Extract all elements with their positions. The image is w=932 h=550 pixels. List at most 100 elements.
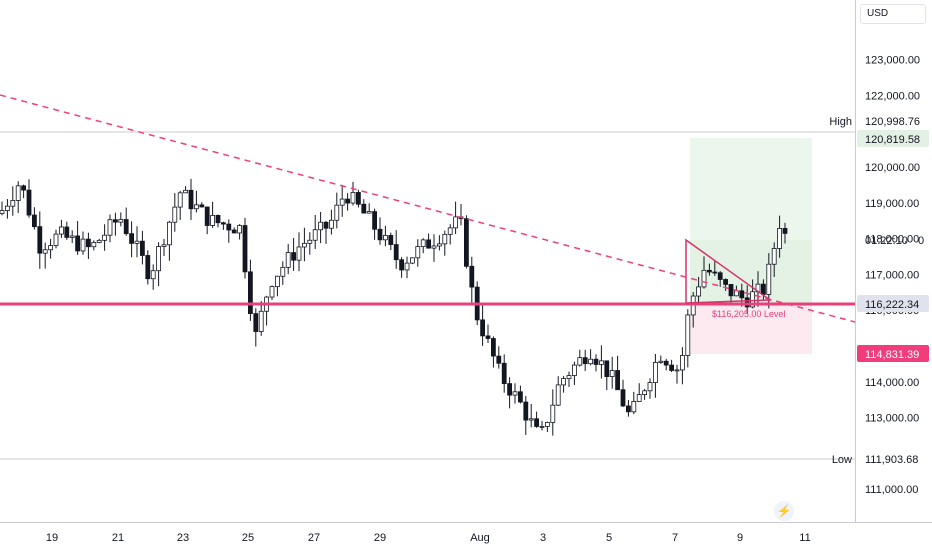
candle-body xyxy=(566,375,572,380)
candle-body xyxy=(161,244,167,247)
candle-body xyxy=(0,210,5,214)
x-tick-label: 11 xyxy=(799,532,810,544)
candle-body xyxy=(680,355,685,371)
x-tick-label: 23 xyxy=(177,532,189,544)
candle-body xyxy=(339,198,345,206)
candle-body xyxy=(615,370,620,391)
candle-body xyxy=(539,426,545,428)
candle-body xyxy=(355,192,361,205)
candle-body xyxy=(86,238,91,248)
candle-body xyxy=(193,204,199,210)
candle-body xyxy=(37,226,43,254)
last-price: 116,222.34 xyxy=(865,299,919,311)
candle-body xyxy=(210,215,216,226)
candle-body xyxy=(253,313,259,332)
candle-body xyxy=(328,219,334,229)
candle-body xyxy=(512,391,518,396)
candle-body xyxy=(453,216,459,229)
candle-body xyxy=(258,310,264,332)
candle-body xyxy=(231,229,237,234)
price-axis[interactable] xyxy=(856,0,932,522)
candle-body xyxy=(404,262,410,271)
candle-body xyxy=(53,233,59,247)
candle-body xyxy=(447,227,453,235)
candle-body xyxy=(609,370,615,377)
candle-body xyxy=(48,245,53,251)
x-ticks: 19 21 23 25 27 29 Aug 3 5 7 9 11 xyxy=(46,532,811,544)
candle-body xyxy=(366,211,372,214)
trendline[interactable] xyxy=(0,94,856,323)
candle-body xyxy=(436,243,442,247)
candle-body xyxy=(323,221,329,229)
candle-body xyxy=(653,362,658,383)
candle-body xyxy=(334,204,340,221)
y-tick-label: 118,000.00 xyxy=(865,234,919,246)
candle-body xyxy=(145,255,151,280)
triangle-pattern[interactable] xyxy=(685,238,773,304)
candle-body xyxy=(183,189,189,194)
candle-body xyxy=(150,270,156,280)
candle-body xyxy=(274,275,280,288)
candle-body xyxy=(350,192,356,204)
candle-body xyxy=(696,286,701,297)
x-tick-label: 29 xyxy=(374,532,386,544)
y-tick-label: 122,000.00 xyxy=(865,90,920,102)
candle-body xyxy=(663,360,669,366)
y-tick-label: 120,000.00 xyxy=(865,162,920,174)
candle-body xyxy=(420,239,426,247)
candle-body xyxy=(604,360,610,377)
support-label: $116,205.00 Level xyxy=(712,309,785,319)
x-tick-label: 21 xyxy=(112,532,124,544)
stop-zone xyxy=(690,304,812,354)
x-tick-label: 3 xyxy=(540,532,546,544)
countdown-price-suffix: 0 xyxy=(918,235,924,247)
candle-body xyxy=(177,192,183,208)
candle-body xyxy=(96,239,102,243)
candle-body xyxy=(345,198,351,204)
candle-body xyxy=(712,271,718,274)
candle-body xyxy=(123,219,129,235)
candle-body xyxy=(226,223,232,231)
candle-body xyxy=(285,252,291,268)
high-value: 120,998.76 xyxy=(865,116,920,128)
candle-body xyxy=(728,284,734,297)
countdown: 01:22:10 xyxy=(865,235,908,247)
low-label: Low xyxy=(832,454,852,466)
candle-body xyxy=(442,233,448,245)
candle-body xyxy=(501,362,507,384)
candle-body xyxy=(750,291,755,308)
candle-body xyxy=(739,290,745,299)
candle-body xyxy=(701,269,707,288)
candle-body xyxy=(5,205,10,211)
candle-body xyxy=(237,225,243,234)
candle-body xyxy=(582,357,588,365)
stop-price-badge xyxy=(857,345,929,362)
candle-body xyxy=(80,238,86,252)
candle-body xyxy=(118,219,124,223)
candle-body xyxy=(21,185,27,191)
currency-selector[interactable]: USD xyxy=(860,4,926,24)
candle-body xyxy=(717,272,723,280)
target-price-badge xyxy=(857,130,929,147)
candle-body xyxy=(723,279,728,285)
candle-body xyxy=(393,244,399,261)
candle-body xyxy=(572,364,577,376)
x-tick-label: 9 xyxy=(737,532,743,544)
candle-body xyxy=(777,228,782,249)
candle-body xyxy=(707,269,712,273)
candle-body xyxy=(312,229,318,241)
candle-body xyxy=(301,242,307,248)
candle-body xyxy=(518,391,523,403)
candle-body xyxy=(64,226,70,238)
y-tick-label: 113,000.00 xyxy=(865,413,919,425)
candles xyxy=(0,178,788,436)
candle-body xyxy=(102,234,107,241)
candle-body xyxy=(426,239,432,249)
candle-body xyxy=(69,235,75,238)
x-tick-label: 5 xyxy=(606,532,612,544)
x-tick-label: Aug xyxy=(470,532,490,544)
candle-body xyxy=(129,233,135,244)
candle-body xyxy=(620,389,626,407)
lightning-icon[interactable]: ⚡ xyxy=(774,501,794,521)
